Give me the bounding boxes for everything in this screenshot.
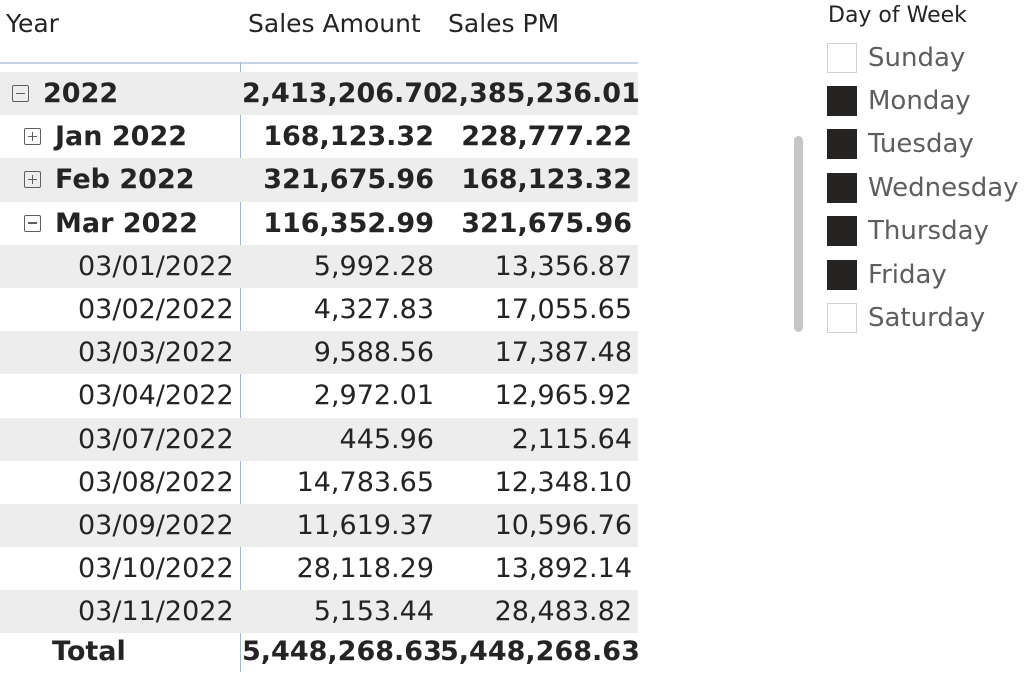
slicer-item-saturday[interactable]: Saturday	[827, 296, 1019, 339]
month-row-feb: Feb 2022 321,675.96 168,123.32	[0, 158, 638, 202]
day-row: 03/04/2022 2,972.01 12,965.92	[0, 374, 638, 417]
day-label: 03/04/2022	[78, 380, 234, 412]
matrix-visual: Year Sales Amount Sales PM 2022 2,413,20…	[0, 0, 640, 673]
day-sales-amount: 5,992.28	[313, 250, 434, 282]
slicer-item-label: Tuesday	[868, 129, 974, 160]
month-row-jan: Jan 2022 168,123.32 228,777.22	[0, 115, 638, 158]
day-sales-pm: 12,348.10	[494, 466, 632, 498]
day-sales-pm: 13,892.14	[494, 553, 632, 585]
checkbox-unchecked-icon[interactable]	[827, 42, 857, 73]
slicer-items: Sunday Monday Tuesday Wednesday Thursday…	[827, 36, 1019, 340]
day-sales-pm: 17,055.65	[494, 293, 632, 325]
slicer-item-friday[interactable]: Friday	[827, 253, 1019, 296]
slicer-item-label: Friday	[868, 259, 947, 290]
day-label: 03/02/2022	[78, 293, 234, 325]
checkbox-unchecked-icon[interactable]	[827, 303, 857, 334]
day-row: 03/09/2022 11,619.37 10,596.76	[0, 503, 638, 548]
collapse-year-icon[interactable]	[12, 85, 29, 102]
day-sales-pm: 13,356.87	[494, 250, 632, 282]
checkbox-checked-icon[interactable]	[827, 129, 857, 160]
collapse-month-icon[interactable]	[24, 214, 41, 232]
day-sales-pm: 28,483.82	[494, 596, 632, 628]
month-sales-pm: 228,777.22	[461, 121, 632, 153]
day-sales-amount: 28,118.29	[296, 553, 434, 585]
day-label: 03/08/2022	[78, 466, 234, 498]
slicer-item-thursday[interactable]: Thursday	[827, 210, 1019, 253]
day-sales-pm: 10,596.76	[494, 509, 632, 541]
day-sales-amount: 4,327.83	[313, 293, 434, 325]
day-sales-amount: 5,153.44	[313, 596, 434, 628]
header-year[interactable]: Year	[6, 9, 59, 38]
slicer-item-label: Saturday	[868, 303, 986, 334]
slicer-title: Day of Week	[828, 3, 967, 28]
month-sales-pm: 168,123.32	[461, 164, 632, 196]
slicer-item-label: Wednesday	[868, 172, 1019, 203]
day-sales-amount: 2,972.01	[313, 380, 434, 412]
day-of-week-slicer: Day of Week Sunday Monday Tuesday Wednes…	[790, 0, 1024, 340]
checkbox-checked-icon[interactable]	[827, 216, 857, 247]
slicer-item-label: Monday	[868, 86, 971, 117]
checkbox-checked-icon[interactable]	[827, 86, 857, 117]
day-row: 03/03/2022 9,588.56 17,387.48	[0, 331, 638, 375]
day-row: 03/01/2022 5,992.28 13,356.87	[0, 244, 638, 288]
expand-month-icon[interactable]	[24, 128, 41, 146]
day-row: 03/11/2022 5,153.44 28,483.82	[0, 590, 638, 634]
day-sales-pm: 2,115.64	[511, 423, 632, 455]
month-sales-amount: 116,352.99	[263, 207, 434, 239]
slicer-item-monday[interactable]: Monday	[827, 79, 1019, 122]
slicer-item-wednesday[interactable]: Wednesday	[827, 166, 1019, 209]
total-label: Total	[52, 636, 126, 667]
matrix-header: Year Sales Amount Sales PM	[0, 0, 640, 52]
year-sales-amount: 2,413,206.70	[242, 78, 442, 109]
month-row-mar: Mar 2022 116,352.99 321,675.96	[0, 202, 638, 245]
day-label: 03/10/2022	[78, 553, 234, 585]
day-label: 03/07/2022	[78, 423, 234, 455]
checkbox-checked-icon[interactable]	[827, 172, 857, 203]
day-sales-pm: 12,965.92	[494, 380, 632, 412]
total-sales-amount: 5,448,268.63	[242, 636, 442, 667]
slicer-scrollbar[interactable]	[794, 136, 803, 332]
day-sales-amount: 11,619.37	[296, 509, 434, 541]
slicer-item-label: Sunday	[868, 42, 966, 73]
day-label: 03/03/2022	[78, 337, 234, 369]
year-row: 2022 2,413,206.70 2,385,236.01	[0, 72, 640, 116]
slicer-item-label: Thursday	[868, 216, 989, 247]
total-row: Total 5,448,268.63 5,448,268.63	[0, 630, 640, 673]
header-sales-amount[interactable]: Sales Amount	[248, 9, 421, 38]
checkbox-checked-icon[interactable]	[827, 259, 857, 290]
matrix-rows: 2022 2,413,206.70 2,385,236.01 Jan 2022 …	[0, 72, 640, 634]
month-label: Jan 2022	[55, 121, 188, 153]
slicer-item-tuesday[interactable]: Tuesday	[827, 123, 1019, 166]
month-sales-pm: 321,675.96	[461, 207, 632, 239]
day-row: 03/02/2022 4,327.83 17,055.65	[0, 288, 638, 331]
month-label: Mar 2022	[55, 207, 198, 239]
day-label: 03/09/2022	[78, 509, 234, 541]
expand-month-icon[interactable]	[24, 171, 41, 189]
day-sales-amount: 445.96	[339, 423, 434, 455]
day-sales-pm: 17,387.48	[494, 337, 632, 369]
day-row: 03/08/2022 14,783.65 12,348.10	[0, 461, 638, 504]
day-sales-amount: 9,588.56	[313, 337, 434, 369]
total-sales-pm: 5,448,268.63	[440, 636, 640, 667]
header-divider	[0, 62, 638, 64]
day-row: 03/07/2022 445.96 2,115.64	[0, 417, 638, 461]
header-sales-pm[interactable]: Sales PM	[448, 9, 560, 38]
month-sales-amount: 168,123.32	[263, 121, 434, 153]
day-label: 03/11/2022	[78, 596, 234, 628]
day-row: 03/10/2022 28,118.29 13,892.14	[0, 547, 638, 590]
month-label: Feb 2022	[55, 164, 195, 196]
day-label: 03/01/2022	[78, 250, 234, 282]
year-label: 2022	[43, 78, 119, 109]
day-sales-amount: 14,783.65	[296, 466, 434, 498]
month-sales-amount: 321,675.96	[263, 164, 434, 196]
year-sales-pm: 2,385,236.01	[440, 78, 640, 109]
slicer-item-sunday[interactable]: Sunday	[827, 36, 1019, 79]
